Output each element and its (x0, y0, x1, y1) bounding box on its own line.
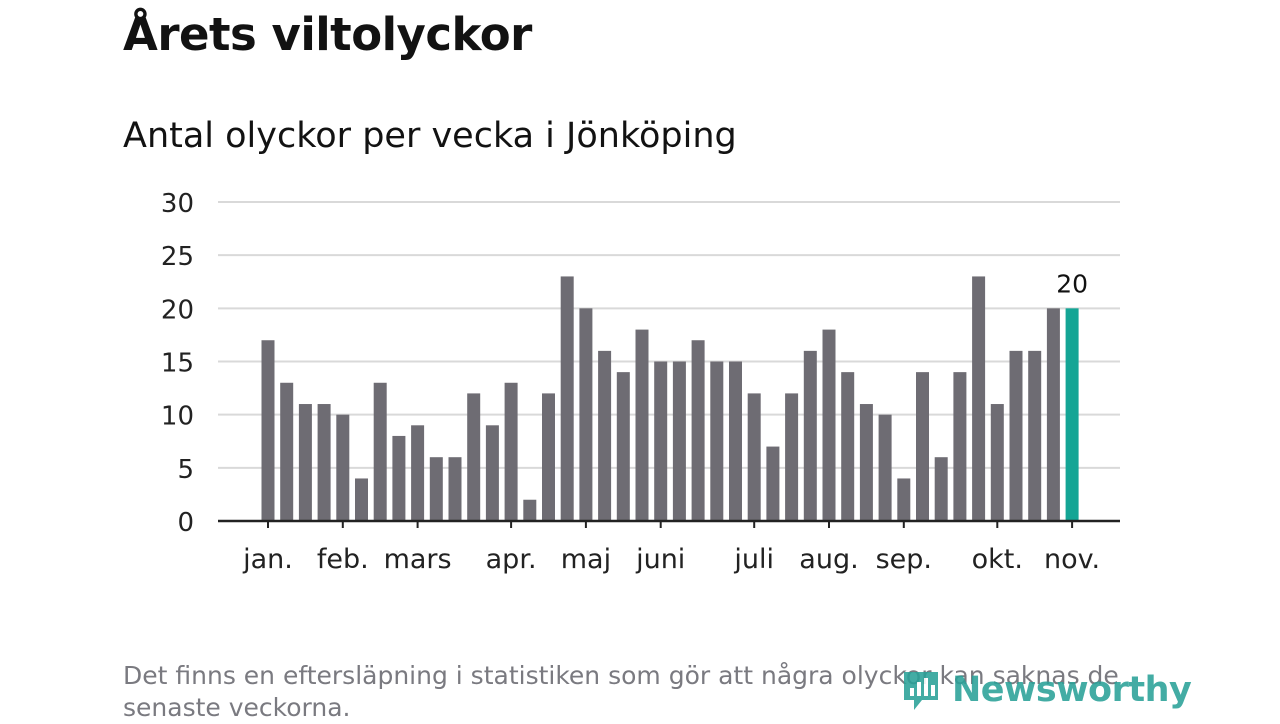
chart-title: Årets viltolyckor (123, 8, 532, 61)
x-tick-label: mars (384, 544, 452, 575)
x-tick-label: maj (561, 544, 611, 575)
annotations: 20 (1056, 269, 1088, 298)
highlight-value-label: 20 (1056, 269, 1088, 298)
bar (785, 393, 799, 521)
y-tick-label: 0 (177, 508, 194, 538)
x-axis-labels: jan. feb. mars apr. maj juni juli aug. sep. okt. n… (242, 544, 1100, 575)
bar (261, 340, 275, 521)
bar (672, 361, 686, 521)
bar (859, 404, 873, 521)
bar (897, 478, 911, 521)
bar (1009, 350, 1023, 521)
bar-chart-icon (904, 672, 938, 710)
x-tick-label: nov. (1044, 544, 1100, 575)
x-tick-label: apr. (486, 544, 537, 575)
x-tick-label: feb. (317, 544, 369, 575)
bar (542, 393, 555, 521)
bar (317, 404, 331, 521)
bar (411, 425, 425, 521)
bar (598, 350, 612, 521)
x-tick-label: aug. (799, 544, 858, 575)
bar (579, 308, 593, 521)
x-tick-label: juni (635, 544, 685, 575)
bars (261, 276, 1079, 521)
bar (280, 382, 294, 521)
bar (990, 404, 1004, 521)
bar (803, 350, 817, 521)
bar (654, 361, 668, 521)
bar (560, 276, 574, 521)
bar (392, 435, 406, 521)
brand-name: Newsworthy (952, 670, 1192, 710)
bar (766, 446, 780, 521)
bar (747, 393, 761, 521)
y-axis-ticks: 0 5 10 15 20 25 30 (161, 189, 194, 538)
bar (448, 457, 462, 521)
footnote: Det finns en eftersläpning i statistiken… (123, 661, 1119, 722)
bar (504, 382, 518, 521)
y-tick-label: 25 (161, 242, 194, 272)
y-tick-label: 10 (161, 402, 194, 432)
bar (635, 329, 649, 521)
bar (822, 329, 836, 521)
bar (485, 425, 499, 521)
bar (523, 499, 537, 521)
y-tick-label: 20 (161, 295, 194, 325)
bar (1028, 350, 1042, 521)
highlight-bar (1065, 308, 1079, 521)
y-tick-label: 30 (161, 189, 194, 219)
bar-chart: 0 5 10 15 20 25 30 jan. feb. mars apr. maj juni juli… (161, 189, 1120, 575)
bar (336, 414, 350, 521)
grid-lines (218, 201, 1120, 469)
bar (710, 361, 724, 521)
y-tick-label: 15 (161, 349, 194, 379)
bar (934, 457, 948, 521)
bar (355, 478, 368, 521)
x-tick-label: juli (733, 544, 774, 575)
x-tick-label: okt. (972, 544, 1023, 575)
bar (691, 340, 705, 521)
bar (729, 361, 742, 521)
bar (373, 382, 387, 521)
bar (1046, 308, 1060, 521)
bar (841, 372, 855, 521)
y-tick-label: 5 (177, 455, 194, 485)
x-tick-label: jan. (242, 544, 293, 575)
bar (467, 393, 481, 521)
x-axis (218, 519, 1120, 528)
bar (953, 372, 967, 521)
newsworthy-logo: Newsworthy (900, 668, 1192, 712)
bar (878, 414, 892, 521)
x-tick-label: sep. (876, 544, 932, 575)
bar (916, 372, 929, 521)
chart-subtitle: Antal olyckor per vecka i Jönköping (123, 116, 737, 156)
bar (298, 404, 312, 521)
bar (972, 276, 986, 521)
bar (616, 372, 630, 521)
bar (429, 457, 443, 521)
